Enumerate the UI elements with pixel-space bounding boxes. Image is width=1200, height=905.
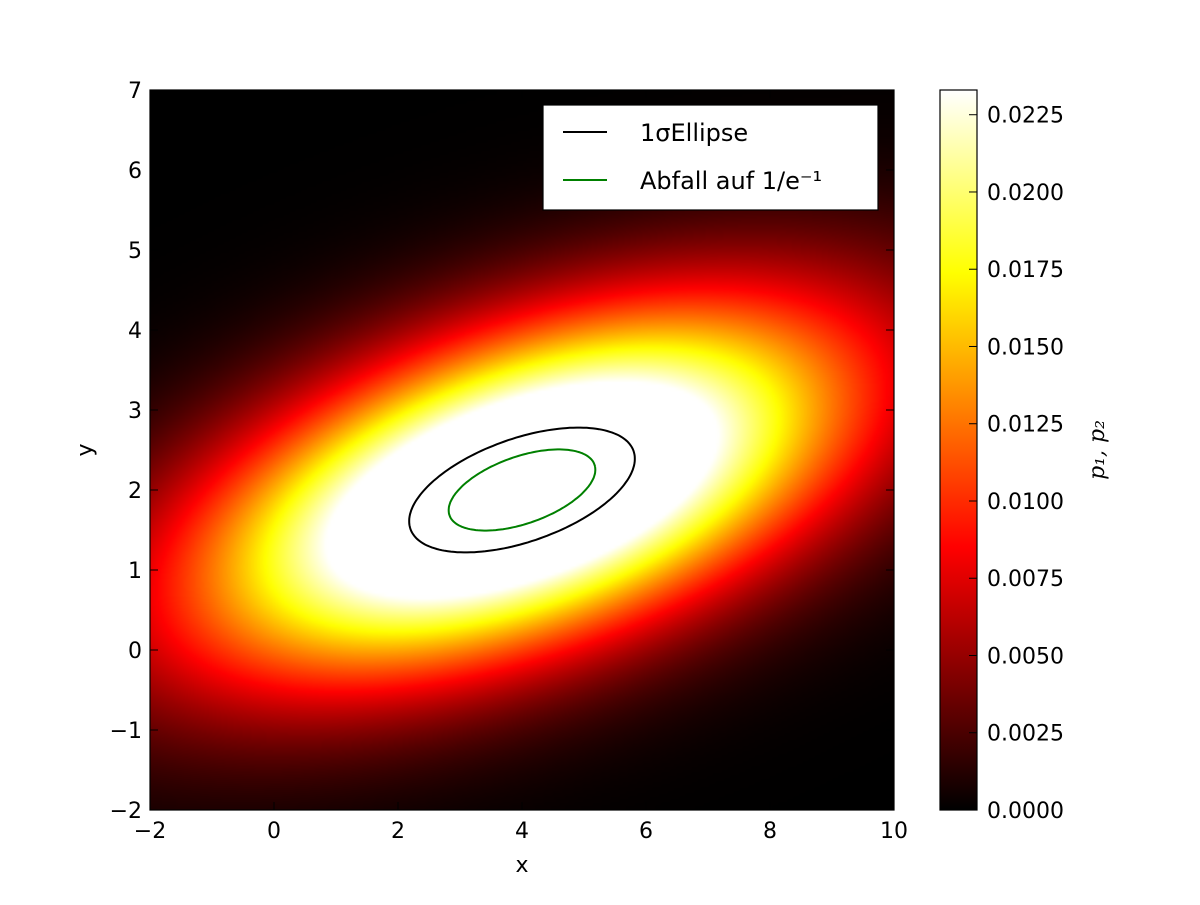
legend-box	[542, 104, 879, 211]
y-tick-label: 1	[128, 559, 142, 584]
y-axis: −2 −1 0 1 2 3 4 5 6 7	[110, 79, 894, 824]
y-tick-label: −2	[110, 799, 142, 824]
contour-layer	[408, 426, 636, 554]
colorbar-label: p₁, p₂	[1085, 420, 1110, 480]
y-tick-label: 4	[128, 319, 142, 344]
legend-label-falloff: Abfall auf 1/e⁻¹	[640, 167, 822, 195]
x-axis: −2 0 2 4 6 8 10	[134, 90, 908, 844]
x-tick-label: 4	[515, 819, 529, 844]
y-axis-label: y	[73, 443, 98, 456]
x-tick-label: 2	[391, 819, 405, 844]
y-tick-label: 2	[128, 479, 142, 504]
colorbar-tick-label: 0.0225	[987, 104, 1064, 129]
x-axis-label: x	[515, 853, 528, 878]
y-tick-label: 5	[128, 239, 142, 264]
colorbar-tick-label: 0.0075	[987, 567, 1064, 592]
x-tick-label: −2	[134, 819, 166, 844]
x-tick-label: 8	[763, 819, 777, 844]
colorbar-axis: 0.0000 0.0025 0.0050 0.0075 0.0100 0.0125 0.01…	[969, 104, 1064, 824]
y-tick-label: 7	[128, 79, 142, 104]
x-tick-label: 6	[639, 819, 653, 844]
legend: 1σEllipse Abfall auf 1/e⁻¹	[542, 104, 879, 211]
colorbar	[939, 89, 978, 811]
colorbar-tick-label: 0.0050	[987, 644, 1064, 669]
colorbar-tick-label: 0.0100	[987, 490, 1064, 515]
contour-sigma-ellipse	[408, 426, 636, 554]
x-tick-label: 0	[267, 819, 281, 844]
legend-label-sigma-ellipse: 1σEllipse	[640, 119, 748, 147]
y-tick-label: 0	[128, 639, 142, 664]
y-tick-label: −1	[110, 719, 142, 744]
colorbar-tick-label: 0.0200	[987, 181, 1064, 206]
colorbar-tick-label: 0.0150	[987, 335, 1064, 360]
contour-falloff	[447, 448, 597, 532]
x-tick-label: 10	[880, 819, 908, 844]
colorbar-tick-label: 0.0025	[987, 722, 1064, 747]
colorbar-tick-label: 0.0000	[987, 799, 1064, 824]
colorbar-tick-label: 0.0125	[987, 413, 1064, 438]
y-tick-label: 3	[128, 399, 142, 424]
colorbar-tick-label: 0.0175	[987, 258, 1064, 283]
y-tick-label: 6	[128, 159, 142, 184]
